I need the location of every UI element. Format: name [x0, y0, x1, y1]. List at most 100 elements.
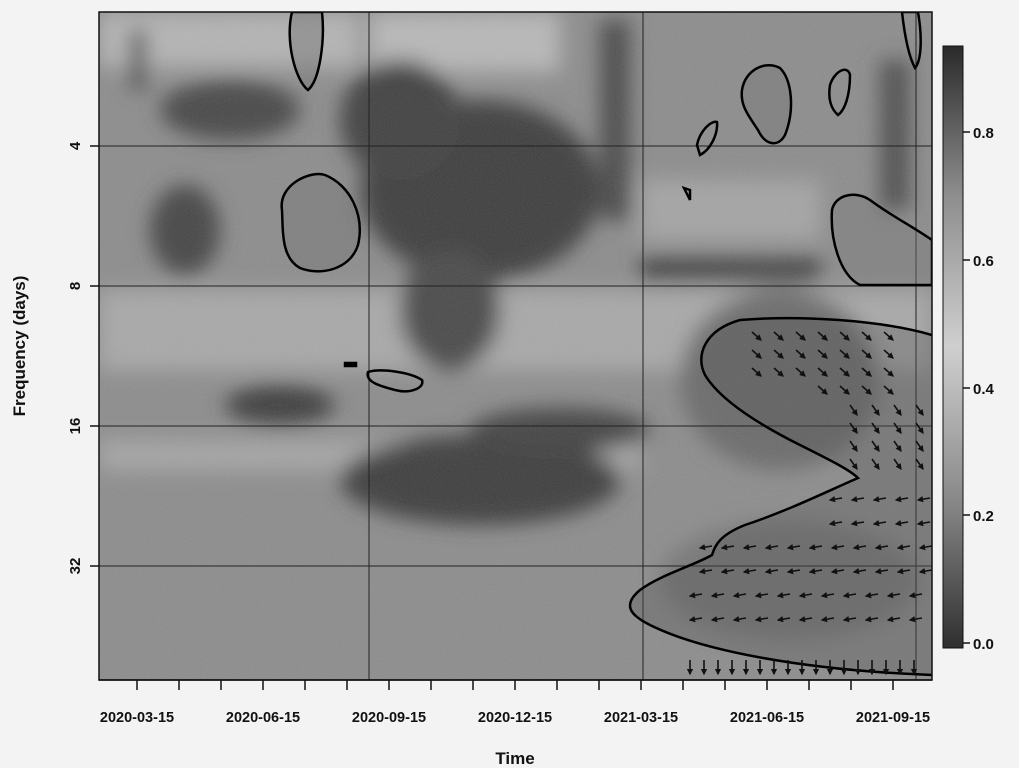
phase-arrow	[915, 422, 924, 435]
phase-arrow	[710, 592, 725, 599]
phase-arrow	[861, 349, 872, 359]
phase-arrow	[720, 544, 735, 551]
phase-arrow	[720, 568, 735, 575]
phase-arrow	[915, 404, 924, 417]
phase-arrow	[839, 385, 850, 395]
phase-arrow	[698, 544, 713, 551]
phase-arrow	[786, 544, 801, 551]
phase-arrow	[698, 568, 713, 575]
phase-arrow	[820, 616, 835, 623]
phase-arrow	[839, 349, 850, 359]
phase-arrow	[776, 616, 791, 623]
phase-arrow	[864, 592, 879, 599]
x-axis	[99, 679, 932, 690]
phase-arrow	[894, 520, 909, 527]
phase-arrow	[754, 616, 769, 623]
phase-arrow	[886, 616, 901, 623]
phase-arrow	[820, 592, 835, 599]
phase-arrow	[852, 544, 867, 551]
phase-arrow	[828, 496, 843, 503]
phase-arrow	[817, 331, 828, 341]
phase-arrow	[896, 544, 911, 551]
phase-arrow	[842, 616, 857, 623]
phase-arrow	[883, 349, 894, 359]
phase-arrow	[916, 496, 931, 503]
phase-arrow	[798, 616, 813, 623]
phase-arrow	[850, 496, 865, 503]
phase-arrow	[773, 349, 784, 359]
phase-arrow	[773, 331, 784, 341]
phase-arrow	[776, 592, 791, 599]
phase-arrow	[893, 458, 902, 471]
contour-3	[366, 369, 424, 393]
phase-arrow	[751, 331, 762, 341]
phase-arrow	[918, 568, 932, 575]
heatmap-field	[99, 12, 932, 680]
phase-arrow	[742, 544, 757, 551]
phase-arrow	[798, 592, 813, 599]
phase-arrow	[871, 404, 880, 417]
phase-arrow	[893, 404, 902, 417]
phase-arrow	[849, 458, 858, 471]
phase-arrow	[830, 544, 845, 551]
contour-2	[280, 172, 361, 273]
phase-arrow	[732, 592, 747, 599]
phase-arrow	[896, 568, 911, 575]
y-axis	[90, 145, 99, 567]
colorbar-tick-0.6: 0.6	[973, 253, 994, 270]
contour-4	[343, 361, 358, 368]
phase-arrow	[871, 458, 880, 471]
contour-11	[628, 316, 932, 677]
contour-8	[900, 12, 922, 71]
phase-arrow	[874, 544, 889, 551]
colorbar-tick-0.8: 0.8	[973, 125, 994, 142]
phase-arrow	[795, 331, 806, 341]
phase-arrow	[872, 496, 887, 503]
phase-arrow	[786, 568, 801, 575]
grid-lines	[99, 12, 932, 680]
y-tick-label-32: 32	[67, 558, 84, 575]
y-axis-title: Frequency (days)	[10, 276, 29, 417]
phase-arrow	[861, 331, 872, 341]
x-tick-label-2021-09-15: 2021-09-15	[856, 710, 930, 726]
x-tick-label-2020-03-15: 2020-03-15	[100, 710, 174, 726]
phase-arrows	[686, 331, 932, 676]
contour-9	[681, 185, 692, 201]
colorbar: 0.0 0.2 0.4 0.6 0.8	[942, 45, 995, 653]
phase-arrow	[849, 440, 858, 453]
phase-arrow	[915, 458, 924, 471]
contour-10	[830, 193, 932, 287]
phase-arrow	[893, 422, 902, 435]
phase-arrow	[817, 367, 828, 377]
phase-arrow	[842, 592, 857, 599]
phase-arrow	[710, 616, 725, 623]
phase-arrow	[817, 385, 828, 395]
phase-arrow	[861, 385, 872, 395]
phase-arrow	[883, 367, 894, 377]
y-tick-label-16: 16	[67, 418, 84, 435]
colorbar-tick-0.4: 0.4	[973, 381, 995, 398]
phase-arrow	[764, 544, 779, 551]
x-tick-label-2020-12-15: 2020-12-15	[478, 710, 552, 726]
colorbar-tick-0.2: 0.2	[973, 508, 994, 525]
phase-arrow	[894, 496, 909, 503]
phase-arrow	[864, 616, 879, 623]
contour-7	[695, 120, 719, 157]
phase-arrow	[849, 422, 858, 435]
phase-arrow	[849, 404, 858, 417]
phase-arrow	[883, 385, 894, 395]
phase-arrow	[872, 520, 887, 527]
phase-arrow	[871, 422, 880, 435]
phase-arrow	[764, 568, 779, 575]
x-tick-label-2020-09-15: 2020-09-15	[352, 710, 426, 726]
phase-arrow	[688, 592, 703, 599]
y-tick-label-4: 4	[67, 141, 84, 150]
phase-arrow	[916, 520, 931, 527]
phase-arrow	[861, 367, 872, 377]
phase-arrow	[754, 592, 769, 599]
phase-arrow	[871, 440, 880, 453]
phase-arrow	[893, 440, 902, 453]
phase-arrow	[808, 568, 823, 575]
phase-arrow	[817, 349, 828, 359]
phase-arrow	[915, 440, 924, 453]
